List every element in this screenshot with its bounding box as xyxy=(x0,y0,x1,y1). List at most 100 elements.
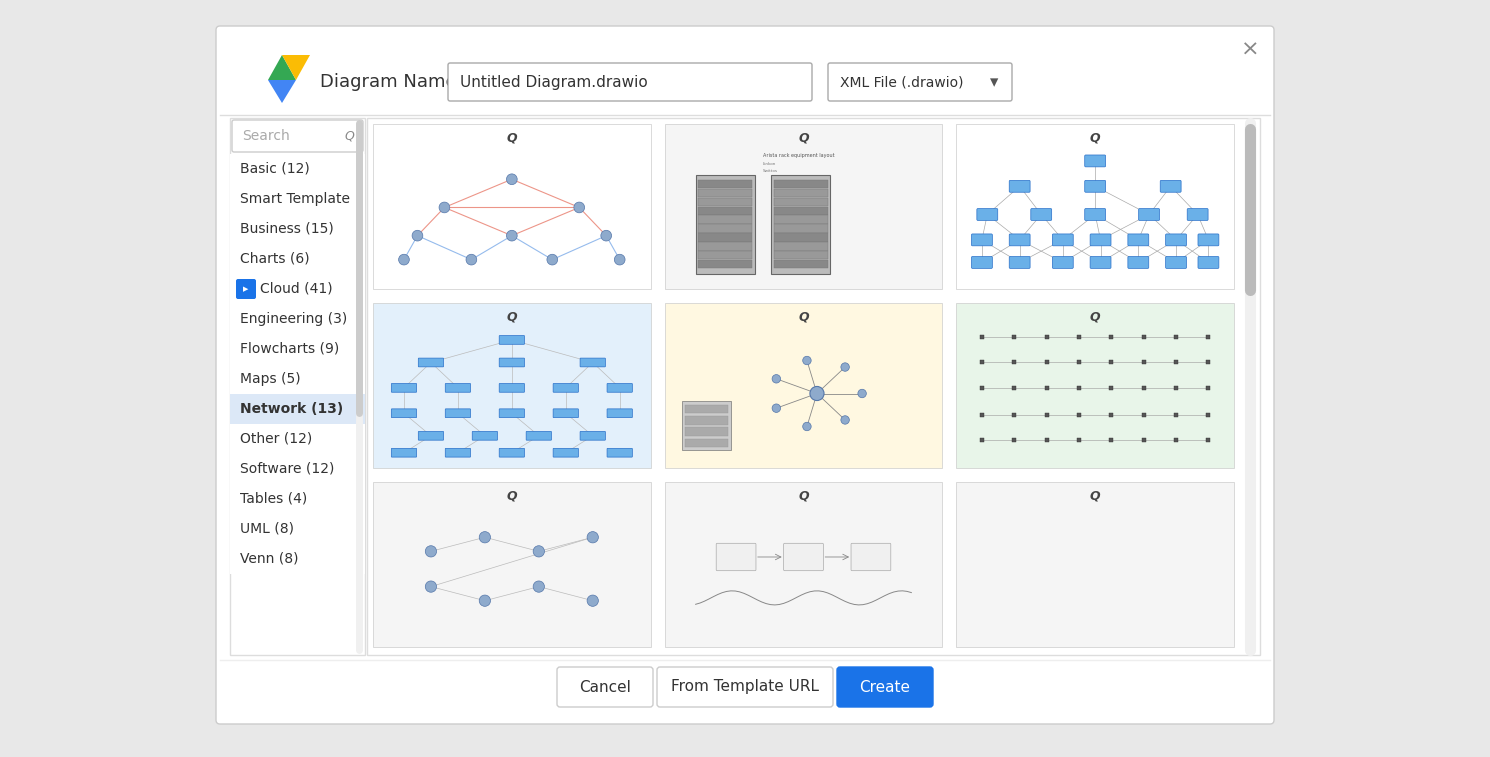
FancyBboxPatch shape xyxy=(367,118,1261,655)
FancyBboxPatch shape xyxy=(1085,209,1106,220)
FancyBboxPatch shape xyxy=(773,188,828,198)
FancyBboxPatch shape xyxy=(229,394,365,424)
FancyBboxPatch shape xyxy=(1091,257,1112,269)
FancyBboxPatch shape xyxy=(229,154,365,184)
FancyBboxPatch shape xyxy=(685,405,729,413)
FancyBboxPatch shape xyxy=(1128,257,1149,269)
FancyBboxPatch shape xyxy=(957,124,1234,289)
FancyBboxPatch shape xyxy=(392,409,417,418)
Circle shape xyxy=(440,202,450,213)
Text: Q: Q xyxy=(1089,490,1101,503)
Text: Q: Q xyxy=(1089,310,1101,323)
Circle shape xyxy=(772,404,781,413)
Text: Cancel: Cancel xyxy=(580,680,630,694)
FancyBboxPatch shape xyxy=(685,438,729,447)
FancyBboxPatch shape xyxy=(1165,257,1186,269)
FancyBboxPatch shape xyxy=(971,257,992,269)
Text: Other (12): Other (12) xyxy=(240,432,313,446)
FancyBboxPatch shape xyxy=(665,124,942,289)
Text: Linkon: Linkon xyxy=(763,162,776,166)
FancyBboxPatch shape xyxy=(229,184,365,214)
Text: Q: Q xyxy=(799,310,809,323)
FancyBboxPatch shape xyxy=(229,118,365,655)
Text: Flowcharts (9): Flowcharts (9) xyxy=(240,342,340,356)
FancyBboxPatch shape xyxy=(372,482,651,647)
Text: Basic (12): Basic (12) xyxy=(240,162,310,176)
FancyBboxPatch shape xyxy=(1091,234,1112,246)
FancyBboxPatch shape xyxy=(229,334,365,364)
FancyBboxPatch shape xyxy=(392,448,417,457)
FancyBboxPatch shape xyxy=(657,667,833,707)
FancyBboxPatch shape xyxy=(580,358,605,367)
FancyBboxPatch shape xyxy=(696,175,755,274)
FancyBboxPatch shape xyxy=(699,233,752,241)
FancyBboxPatch shape xyxy=(828,63,1012,101)
FancyBboxPatch shape xyxy=(229,364,365,394)
FancyBboxPatch shape xyxy=(580,431,605,440)
Text: ▶: ▶ xyxy=(243,286,249,292)
Text: Business (15): Business (15) xyxy=(240,222,334,236)
FancyBboxPatch shape xyxy=(1198,234,1219,246)
Circle shape xyxy=(858,389,866,397)
FancyBboxPatch shape xyxy=(1165,234,1186,246)
FancyBboxPatch shape xyxy=(606,384,632,392)
Text: Q: Q xyxy=(507,310,517,323)
FancyBboxPatch shape xyxy=(773,180,828,188)
Circle shape xyxy=(772,375,781,383)
FancyBboxPatch shape xyxy=(773,224,828,232)
FancyBboxPatch shape xyxy=(685,428,729,436)
FancyBboxPatch shape xyxy=(773,198,828,206)
FancyBboxPatch shape xyxy=(1198,257,1219,269)
Text: Q: Q xyxy=(344,129,355,142)
Circle shape xyxy=(574,202,584,213)
Circle shape xyxy=(507,230,517,241)
FancyBboxPatch shape xyxy=(784,544,824,571)
Circle shape xyxy=(413,230,423,241)
FancyBboxPatch shape xyxy=(229,544,365,574)
FancyBboxPatch shape xyxy=(229,214,365,244)
Circle shape xyxy=(480,531,490,543)
Text: Untitled Diagram.drawio: Untitled Diagram.drawio xyxy=(460,74,648,89)
FancyBboxPatch shape xyxy=(772,175,830,274)
Text: Arista rack equipment layout: Arista rack equipment layout xyxy=(763,153,834,157)
Circle shape xyxy=(803,357,811,365)
Circle shape xyxy=(480,595,490,606)
FancyBboxPatch shape xyxy=(773,242,828,251)
Circle shape xyxy=(533,581,544,592)
FancyBboxPatch shape xyxy=(699,216,752,224)
Circle shape xyxy=(533,546,544,557)
FancyBboxPatch shape xyxy=(1052,257,1073,269)
FancyBboxPatch shape xyxy=(1161,180,1182,192)
FancyBboxPatch shape xyxy=(499,335,524,344)
Circle shape xyxy=(803,422,811,431)
Text: Smart Template: Smart Template xyxy=(240,192,350,206)
FancyBboxPatch shape xyxy=(232,120,364,152)
FancyBboxPatch shape xyxy=(1009,180,1030,192)
Circle shape xyxy=(547,254,557,265)
FancyBboxPatch shape xyxy=(446,448,471,457)
FancyBboxPatch shape xyxy=(229,244,365,274)
FancyBboxPatch shape xyxy=(699,242,752,251)
Text: ▾: ▾ xyxy=(989,73,998,91)
Text: Diagram Name:: Diagram Name: xyxy=(320,73,463,91)
Circle shape xyxy=(811,387,824,400)
FancyBboxPatch shape xyxy=(773,216,828,224)
FancyBboxPatch shape xyxy=(773,233,828,241)
FancyBboxPatch shape xyxy=(372,303,651,468)
FancyBboxPatch shape xyxy=(773,260,828,268)
FancyBboxPatch shape xyxy=(499,448,524,457)
Circle shape xyxy=(507,174,517,185)
FancyBboxPatch shape xyxy=(553,384,578,392)
FancyBboxPatch shape xyxy=(699,180,752,188)
FancyBboxPatch shape xyxy=(977,209,998,220)
FancyBboxPatch shape xyxy=(957,303,1234,468)
Polygon shape xyxy=(282,55,310,80)
FancyBboxPatch shape xyxy=(235,279,256,299)
Text: Create: Create xyxy=(860,680,910,694)
FancyBboxPatch shape xyxy=(1085,155,1106,167)
FancyBboxPatch shape xyxy=(957,482,1234,647)
FancyBboxPatch shape xyxy=(1052,234,1073,246)
FancyBboxPatch shape xyxy=(699,198,752,206)
FancyBboxPatch shape xyxy=(717,544,755,571)
FancyBboxPatch shape xyxy=(499,409,524,418)
